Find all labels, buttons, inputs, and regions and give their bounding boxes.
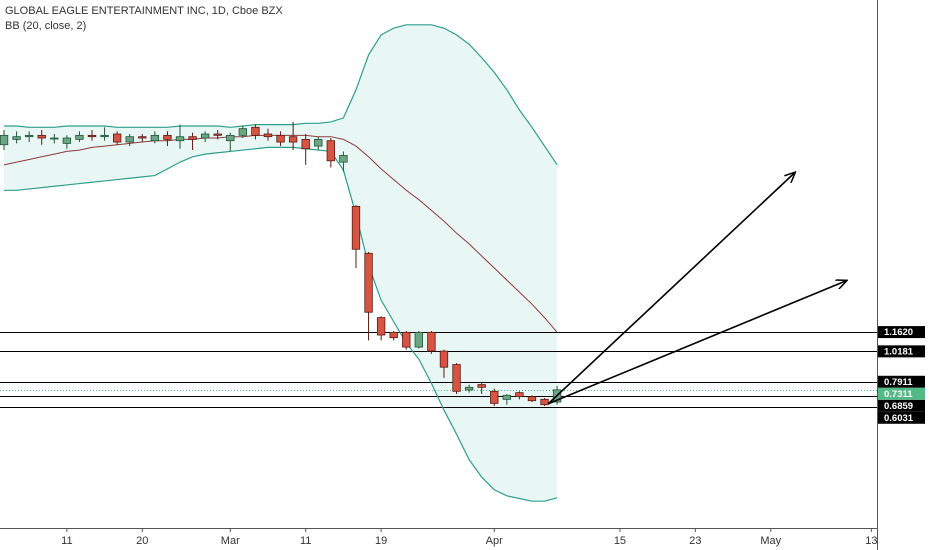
price-label-box bbox=[878, 399, 925, 412]
trend-arrow bbox=[547, 281, 846, 405]
x-tick-label: 13 bbox=[865, 535, 877, 547]
candle-body bbox=[24, 134, 34, 138]
candle-body bbox=[263, 133, 273, 138]
candle-body bbox=[276, 134, 285, 143]
price-label: 1.1620 bbox=[884, 327, 913, 338]
x-tick-label: Apr bbox=[486, 535, 503, 547]
candle-body bbox=[226, 134, 235, 142]
x-tick-label: May bbox=[760, 535, 781, 547]
band-fill bbox=[4, 24, 558, 502]
candle-body bbox=[490, 390, 499, 404]
x-tick-label: Mar bbox=[221, 535, 240, 547]
candle-body bbox=[326, 140, 336, 162]
price-label: 0.7911 bbox=[884, 377, 913, 388]
candle-body bbox=[515, 392, 524, 398]
price-label: 0.6031 bbox=[884, 413, 914, 424]
candle-body bbox=[138, 136, 147, 139]
candle-body bbox=[452, 364, 461, 392]
x-tick-label: 11 bbox=[300, 535, 311, 547]
candle-body bbox=[100, 134, 109, 138]
price-label-box bbox=[878, 375, 925, 388]
candle-body bbox=[62, 137, 72, 144]
candle-body bbox=[188, 136, 197, 140]
x-tick-label: 11 bbox=[61, 535, 72, 547]
candle-body bbox=[213, 133, 222, 136]
price-label-box bbox=[878, 345, 925, 358]
candle-body bbox=[376, 317, 386, 336]
candle-body bbox=[125, 136, 134, 143]
candle-body bbox=[87, 134, 97, 138]
upper-band bbox=[4, 24, 558, 166]
candle-body bbox=[464, 386, 474, 391]
candle-body bbox=[175, 136, 185, 142]
candle-body bbox=[163, 134, 172, 140]
candle-body bbox=[251, 126, 260, 136]
candle-body bbox=[0, 134, 9, 146]
candle-body bbox=[238, 128, 248, 136]
candle-body bbox=[301, 138, 310, 150]
candle-body bbox=[364, 252, 373, 313]
price-label: 1.0181 bbox=[884, 346, 914, 357]
candle-body bbox=[351, 205, 361, 250]
candle-body bbox=[402, 331, 411, 348]
price-label-box bbox=[878, 411, 925, 424]
candle-body bbox=[314, 138, 323, 147]
candle-body bbox=[477, 384, 486, 388]
lower-band bbox=[4, 146, 558, 502]
candle-body bbox=[12, 136, 21, 140]
chart-title: GLOBAL EAGLE ENTERTAINMENT INC, 1D, Cboe… bbox=[5, 5, 283, 17]
candle-body bbox=[389, 331, 398, 339]
price-label-box bbox=[878, 326, 925, 339]
indicator-label: BB (20, close, 2) bbox=[5, 20, 86, 32]
x-tick-label: 23 bbox=[689, 535, 701, 547]
candle-body bbox=[75, 134, 84, 140]
candle-body bbox=[414, 331, 423, 348]
candle-body bbox=[150, 134, 160, 142]
price-label-box bbox=[878, 387, 925, 400]
candle-body bbox=[37, 134, 46, 139]
candle-body bbox=[288, 136, 298, 143]
candle-body bbox=[439, 350, 449, 368]
price-label: 0.7311 bbox=[884, 389, 913, 400]
price-label: 0.6859 bbox=[884, 401, 913, 412]
candle-body bbox=[50, 137, 59, 140]
trend-arrow bbox=[547, 173, 794, 405]
candle-body bbox=[427, 331, 436, 352]
candle-body bbox=[527, 396, 537, 402]
candle-body bbox=[339, 155, 348, 163]
candle-body bbox=[200, 133, 210, 139]
x-tick-label: 19 bbox=[375, 535, 387, 547]
x-tick-label: 15 bbox=[614, 535, 626, 547]
candle-body bbox=[540, 398, 549, 406]
candle-body bbox=[112, 133, 122, 143]
candle-body bbox=[502, 394, 511, 400]
x-tick-label: 20 bbox=[136, 535, 148, 547]
